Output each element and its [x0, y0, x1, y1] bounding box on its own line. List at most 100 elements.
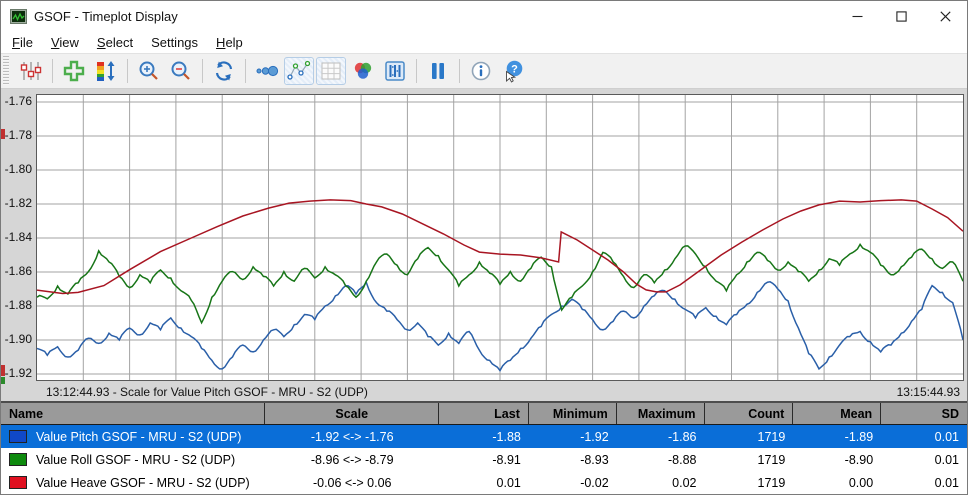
y-axis-tick-label: -1.80 — [4, 162, 32, 176]
grid-icon — [321, 62, 341, 80]
series-row[interactable]: Value Heave GSOF - MRU - S2 (UDP) -0.06 <… — [1, 471, 967, 494]
series-color-swatch[interactable] — [9, 476, 27, 489]
app-icon — [10, 8, 27, 24]
y-axis-tick-label: -1.78 — [4, 128, 32, 142]
series-mean-cell: 0.00 — [848, 475, 874, 490]
toolbar-separator — [202, 59, 203, 83]
timeplot-canvas[interactable] — [37, 95, 963, 380]
colors-icon — [354, 62, 372, 79]
series-table: Name Scale Last Minimum Maximum Count Mean SD Va… — [1, 401, 967, 494]
series-maximum-cell: -8.88 — [668, 452, 697, 467]
menu-item-help[interactable]: Help — [216, 34, 243, 50]
levels-button[interactable] — [380, 57, 410, 85]
close-icon — [939, 10, 951, 22]
column-header-mean[interactable]: Mean — [793, 403, 882, 424]
column-header-count[interactable]: Count — [705, 403, 794, 424]
series-minimum-cell: -1.92 — [580, 429, 609, 444]
y-axis-tick-label: -1.84 — [4, 230, 32, 244]
chart-region: -1.76 -1.78 -1.80 -1.82 -1.84 -1.86 -1.88 -1.90… — [1, 89, 967, 401]
table-header-row: Name Scale Last Minimum Maximum Count Mean SD — [1, 403, 967, 425]
refresh-button[interactable] — [209, 57, 239, 85]
series-maximum-cell: -1.86 — [668, 429, 697, 444]
context-help-button[interactable]: ? — [498, 57, 528, 85]
maximize-button[interactable] — [879, 1, 923, 31]
colors-button[interactable] — [348, 57, 378, 85]
refresh-icon — [215, 61, 233, 81]
column-header-scale[interactable]: Scale — [265, 403, 440, 424]
zoom-out-icon — [171, 61, 190, 80]
toolbar-separator — [416, 59, 417, 83]
toolbar-separator — [459, 59, 460, 83]
levels-icon — [385, 61, 405, 81]
scale-range-icon — [97, 61, 115, 81]
context-help-icon: ? — [506, 60, 523, 83]
grid-toggle-button[interactable] — [316, 57, 346, 85]
toolbar-separator — [52, 59, 53, 83]
series-name-cell: Value Heave GSOF - MRU - S2 (UDP) — [1, 471, 265, 494]
column-header-name[interactable]: Name — [1, 403, 266, 424]
column-header-minimum[interactable]: Minimum — [529, 403, 617, 424]
series-scale-cell: -1.92 <-> -1.76 — [310, 429, 394, 444]
chart-status-bar: 13:12:44.93 - Scale for Value Pitch GSOF… — [1, 382, 967, 401]
series-mean-cell: -8.90 — [844, 452, 874, 467]
series-row[interactable]: Value Pitch GSOF - MRU - S2 (UDP) -1.92 <… — [1, 425, 967, 448]
line-style-button[interactable] — [284, 57, 314, 85]
series-minimum-cell: -8.93 — [580, 452, 609, 467]
timeplot[interactable] — [36, 94, 964, 381]
menu-item-view[interactable]: View — [50, 34, 79, 50]
add-button[interactable] — [59, 57, 89, 85]
column-header-maximum[interactable]: Maximum — [617, 403, 705, 424]
add-icon — [63, 60, 85, 82]
menu-item-file[interactable]: File — [12, 34, 33, 50]
series-row[interactable]: Value Roll GSOF - MRU - S2 (UDP) -8.96 <-… — [1, 448, 967, 471]
series-maximum-cell: 0.02 — [672, 475, 697, 490]
series-sd-cell: 0.01 — [934, 475, 959, 490]
edge-scale-mark — [1, 129, 5, 139]
y-axis-tick-label: -1.76 — [4, 94, 32, 108]
zoom-out-button[interactable] — [166, 57, 196, 85]
series-name-cell: Value Pitch GSOF - MRU - S2 (UDP) — [1, 425, 265, 448]
toolbar-gripper[interactable] — [3, 56, 9, 86]
column-header-sd[interactable]: SD — [941, 406, 959, 421]
series-line — [37, 199, 963, 295]
line-style-icon — [287, 60, 311, 80]
edge-scale-mark — [1, 377, 5, 384]
series-name: Value Pitch GSOF - MRU - S2 (UDP) — [36, 429, 242, 444]
info-button[interactable] — [466, 57, 496, 85]
point-size-button[interactable] — [252, 57, 282, 85]
sliders-button[interactable] — [16, 57, 46, 85]
minimize-icon — [852, 15, 862, 17]
scale-range-button[interactable] — [91, 57, 121, 85]
series-sd-cell: 0.01 — [934, 429, 959, 444]
pause-icon — [432, 63, 444, 79]
series-minimum-cell: -0.02 — [580, 475, 609, 490]
zoom-in-button[interactable] — [134, 57, 164, 85]
sliders-icon — [20, 62, 42, 80]
zoom-in-icon — [139, 61, 158, 80]
menu-item-settings[interactable]: Settings — [151, 34, 199, 50]
toolbar-separator — [245, 59, 246, 83]
series-last-cell: 0.01 — [496, 475, 521, 490]
y-axis-tick-label: -1.86 — [4, 264, 32, 278]
pause-button[interactable] — [423, 57, 453, 85]
series-count-cell: 1719 — [757, 452, 786, 467]
menu-item-select[interactable]: Select — [96, 34, 134, 50]
series-line — [37, 243, 963, 325]
series-sd-cell: 0.01 — [934, 452, 959, 467]
title-bar: GSOF - Timeplot Display — [1, 1, 967, 31]
edge-scale-mark — [1, 365, 5, 376]
window-title: GSOF - Timeplot Display — [34, 8, 178, 24]
minimize-button[interactable] — [835, 1, 879, 31]
series-color-swatch[interactable] — [9, 430, 27, 443]
series-scale-cell: -0.06 <-> 0.06 — [312, 475, 392, 490]
y-axis-tick-label: -1.82 — [4, 196, 32, 210]
close-button[interactable] — [923, 1, 967, 31]
menu-bar: File View Select Settings Help — [1, 31, 967, 53]
column-header-last[interactable]: Last — [439, 403, 529, 424]
series-color-swatch[interactable] — [9, 453, 27, 466]
chart-start-time-and-scale-label: 13:12:44.93 - Scale for Value Pitch GSOF… — [46, 384, 368, 399]
series-scale-cell: -8.96 <-> -8.79 — [310, 452, 394, 467]
series-count-cell: 1719 — [757, 475, 786, 490]
series-name: Value Roll GSOF - MRU - S2 (UDP) — [36, 452, 236, 467]
svg-text:?: ? — [511, 64, 518, 76]
